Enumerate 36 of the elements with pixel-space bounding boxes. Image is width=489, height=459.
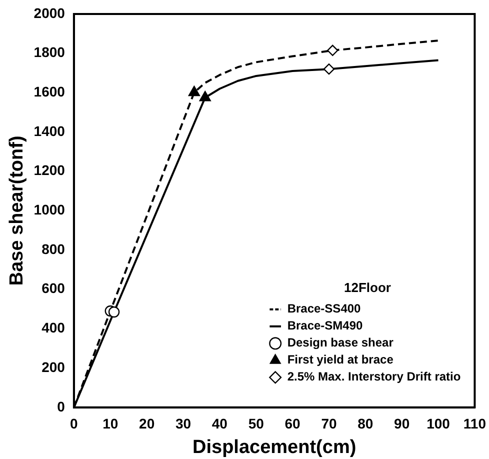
point — [188, 86, 200, 96]
legend-title: 12Floor — [344, 280, 391, 295]
point — [199, 91, 211, 102]
x-tick-label: 50 — [248, 416, 264, 432]
x-tick-label: 0 — [70, 416, 78, 432]
x-tick-label: 20 — [139, 416, 155, 432]
legend-label: Brace-SM490 — [287, 318, 364, 333]
x-tick-label: 10 — [102, 416, 118, 432]
y-tick-label: 400 — [42, 320, 66, 336]
x-tick-label: 100 — [426, 416, 450, 432]
y-tick-label: 600 — [42, 280, 66, 296]
y-tick-label: 200 — [42, 358, 66, 375]
point — [323, 63, 335, 75]
x-axis-title: Displacement(cm) — [192, 436, 356, 458]
legend-label: Brace-SS400 — [287, 302, 362, 316]
y-tick-label: 1600 — [34, 84, 66, 100]
y-tick-label: 1800 — [34, 44, 66, 60]
x-tick-label: 80 — [358, 416, 374, 432]
y-tick-label: 1400 — [34, 122, 66, 139]
point — [327, 44, 338, 56]
x-tick-label: 40 — [212, 416, 228, 432]
x-tick-label: 30 — [175, 416, 192, 432]
y-tick-label: 1000 — [34, 202, 66, 218]
y-tick-label: 800 — [42, 240, 66, 257]
legend-label: 2.5% Max. Interstory Drift ratio — [287, 370, 461, 384]
x-tick-label: 60 — [284, 416, 301, 432]
point — [108, 306, 120, 318]
x-tick-label: 90 — [394, 416, 410, 432]
y-tick-label: 2000 — [34, 4, 66, 21]
y-axis-title: Base shear(tonf) — [6, 136, 28, 286]
legend-label: First yield at brace — [287, 352, 394, 367]
x-tick-label: 110 — [463, 416, 486, 432]
y-tick-label: 0 — [57, 398, 66, 414]
legend-label: Design base shear — [287, 336, 394, 350]
y-tick-label: 1200 — [34, 162, 66, 178]
x-tick-label: 70 — [321, 416, 337, 432]
